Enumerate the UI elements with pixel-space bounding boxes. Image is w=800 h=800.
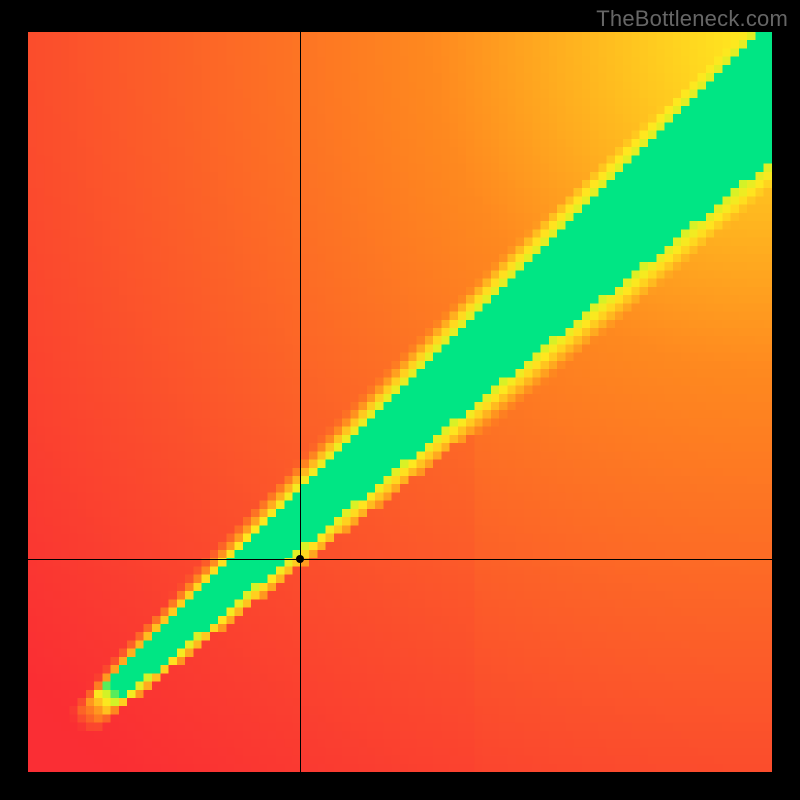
watermark-text: TheBottleneck.com	[596, 6, 788, 32]
crosshair-vertical	[300, 32, 301, 772]
data-point-marker	[296, 555, 304, 563]
plot-area	[28, 32, 772, 772]
chart-container: TheBottleneck.com	[0, 0, 800, 800]
crosshair-horizontal	[28, 559, 772, 560]
heatmap-canvas	[28, 32, 772, 772]
